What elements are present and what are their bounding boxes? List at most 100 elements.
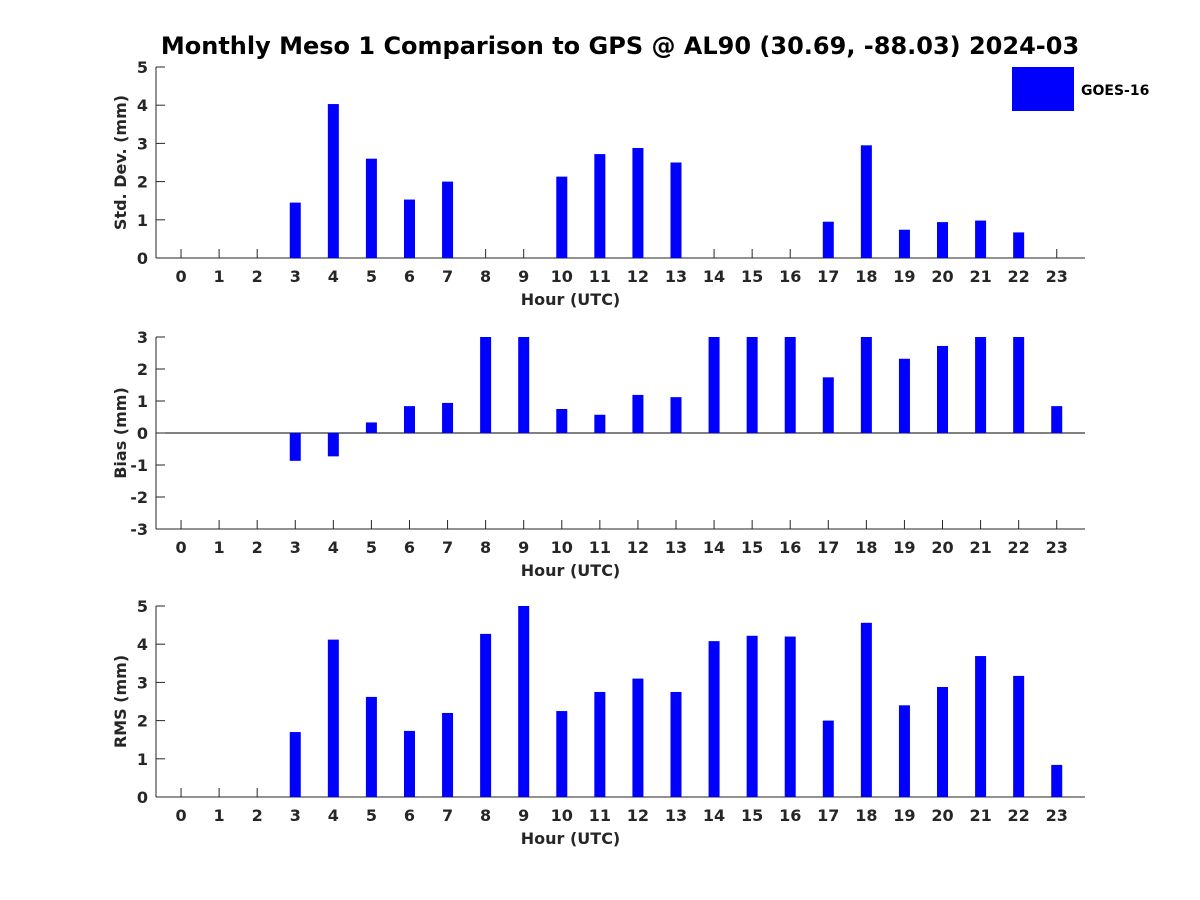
rms-xtick-label: 12	[627, 806, 649, 825]
bias-bar-hour-3	[289, 433, 301, 461]
std-dev-ytick-label: 5	[137, 58, 148, 77]
rms-xtick-label: 2	[252, 806, 263, 825]
std-dev-bar-hour-6	[403, 199, 415, 258]
std-dev-xtick-label: 23	[1046, 267, 1068, 286]
bias-xtick-label: 20	[931, 538, 953, 557]
bias-bar-hour-22	[1013, 337, 1025, 433]
bias-bar-hour-9	[518, 337, 530, 433]
bias-xlabel: Hour (UTC)	[521, 561, 621, 580]
rms-xlabel: Hour (UTC)	[521, 829, 621, 848]
bias-bar-hour-12	[632, 394, 644, 433]
std-dev-xtick-label: 17	[817, 267, 839, 286]
std-dev-xlabel: Hour (UTC)	[521, 290, 621, 309]
bias-xtick-label: 15	[741, 538, 763, 557]
std-dev-xtick-label: 1	[214, 267, 225, 286]
chart-title: Monthly Meso 1 Comparison to GPS @ AL90 …	[161, 32, 1079, 60]
bias-xtick-label: 8	[480, 538, 491, 557]
bias-bar-hour-23	[1051, 406, 1063, 433]
bias-bar-hour-5	[365, 422, 377, 433]
rms-xtick-label: 22	[1008, 806, 1030, 825]
std-dev-xtick-label: 12	[627, 267, 649, 286]
std-dev-xtick-label: 21	[969, 267, 991, 286]
rms-ytick-label: 2	[137, 712, 148, 731]
bias-xtick-label: 22	[1008, 538, 1030, 557]
bias-xtick-label: 23	[1046, 538, 1068, 557]
std-dev-bar-hour-22	[1013, 232, 1025, 258]
rms-bar-hour-23	[1051, 764, 1063, 797]
rms-xtick-label: 17	[817, 806, 839, 825]
rms-bar-hour-21	[975, 656, 987, 797]
bias-bar-hour-8	[480, 337, 492, 433]
rms-bar-hour-6	[403, 730, 415, 797]
rms-xtick-label: 23	[1046, 806, 1068, 825]
rms-xtick-label: 14	[703, 806, 725, 825]
std-dev-bar-hour-19	[898, 229, 910, 258]
bias-bar-hour-10	[556, 409, 568, 433]
std-dev-ytick-label: 3	[137, 134, 148, 153]
bias-xtick-label: 21	[969, 538, 991, 557]
bias-bar-hour-17	[822, 377, 834, 433]
bias-xtick-label: 6	[404, 538, 415, 557]
legend-label: GOES-16	[1081, 83, 1149, 99]
bias-xtick-label: 16	[779, 538, 801, 557]
std-dev-xtick-label: 19	[893, 267, 915, 286]
rms-xtick-label: 7	[442, 806, 453, 825]
std-dev-ylabel: Std. Dev. (mm)	[111, 95, 130, 230]
std-dev-xtick-label: 4	[328, 267, 339, 286]
bias-xtick-label: 13	[665, 538, 687, 557]
bias-xtick-label: 7	[442, 538, 453, 557]
bias-xtick-label: 19	[893, 538, 915, 557]
rms-ytick-label: 5	[137, 597, 148, 616]
std-dev-xtick-label: 7	[442, 267, 453, 286]
bias-bar-hour-16	[784, 337, 796, 433]
std-dev-ytick-label: 0	[137, 249, 148, 268]
legend: GOES-16	[1012, 67, 1149, 111]
std-dev-bar-hour-3	[289, 202, 301, 258]
rms-xtick-label: 4	[328, 806, 339, 825]
bias-bar-hour-4	[327, 433, 339, 457]
rms-bar-hour-3	[289, 732, 301, 797]
bias-bar-hour-15	[746, 337, 758, 433]
bias-bar-hour-11	[594, 414, 606, 433]
rms-xtick-label: 20	[931, 806, 953, 825]
std-dev-xtick-label: 10	[551, 267, 573, 286]
legend-swatch	[1012, 67, 1074, 111]
rms-xtick-label: 3	[290, 806, 301, 825]
rms-ytick-label: 3	[137, 673, 148, 692]
rms-bar-hour-19	[898, 705, 910, 797]
rms-xtick-label: 15	[741, 806, 763, 825]
rms-xtick-label: 0	[175, 806, 186, 825]
rms-bar-hour-15	[746, 635, 758, 797]
std-dev-bar-hour-12	[632, 147, 644, 258]
std-dev-xtick-label: 11	[589, 267, 611, 286]
rms-ytick-label: 1	[137, 750, 148, 769]
bias-bar-hour-14	[708, 337, 720, 433]
bias-ytick-label: 1	[137, 392, 148, 411]
rms-bar-hour-22	[1013, 675, 1025, 797]
rms-xtick-label: 16	[779, 806, 801, 825]
std-dev-xtick-label: 8	[480, 267, 491, 286]
bias-xtick-label: 2	[252, 538, 263, 557]
bias-ytick-label: 0	[137, 424, 148, 443]
std-dev-bar-hour-18	[860, 145, 872, 258]
std-dev-bar-hour-11	[594, 154, 606, 258]
rms-bar-hour-4	[327, 639, 339, 797]
bias-xtick-label: 14	[703, 538, 725, 557]
rms-xtick-label: 10	[551, 806, 573, 825]
rms-bar-hour-17	[822, 720, 834, 797]
rms-bar-hour-14	[708, 641, 720, 797]
bias-ytick-label: 2	[137, 360, 148, 379]
bias-xtick-label: 9	[518, 538, 529, 557]
std-dev-xtick-label: 20	[931, 267, 953, 286]
rms-xtick-label: 21	[969, 806, 991, 825]
rms-bar-hour-11	[594, 691, 606, 797]
rms-bar-hour-8	[480, 633, 492, 797]
rms-bar-hour-5	[365, 696, 377, 797]
bias-xtick-label: 12	[627, 538, 649, 557]
bias-ytick-label: 3	[137, 328, 148, 347]
rms-bar-hour-7	[442, 712, 454, 797]
std-dev-ytick-label: 4	[137, 96, 148, 115]
std-dev-xtick-label: 2	[252, 267, 263, 286]
bias-bar-hour-18	[860, 337, 872, 433]
